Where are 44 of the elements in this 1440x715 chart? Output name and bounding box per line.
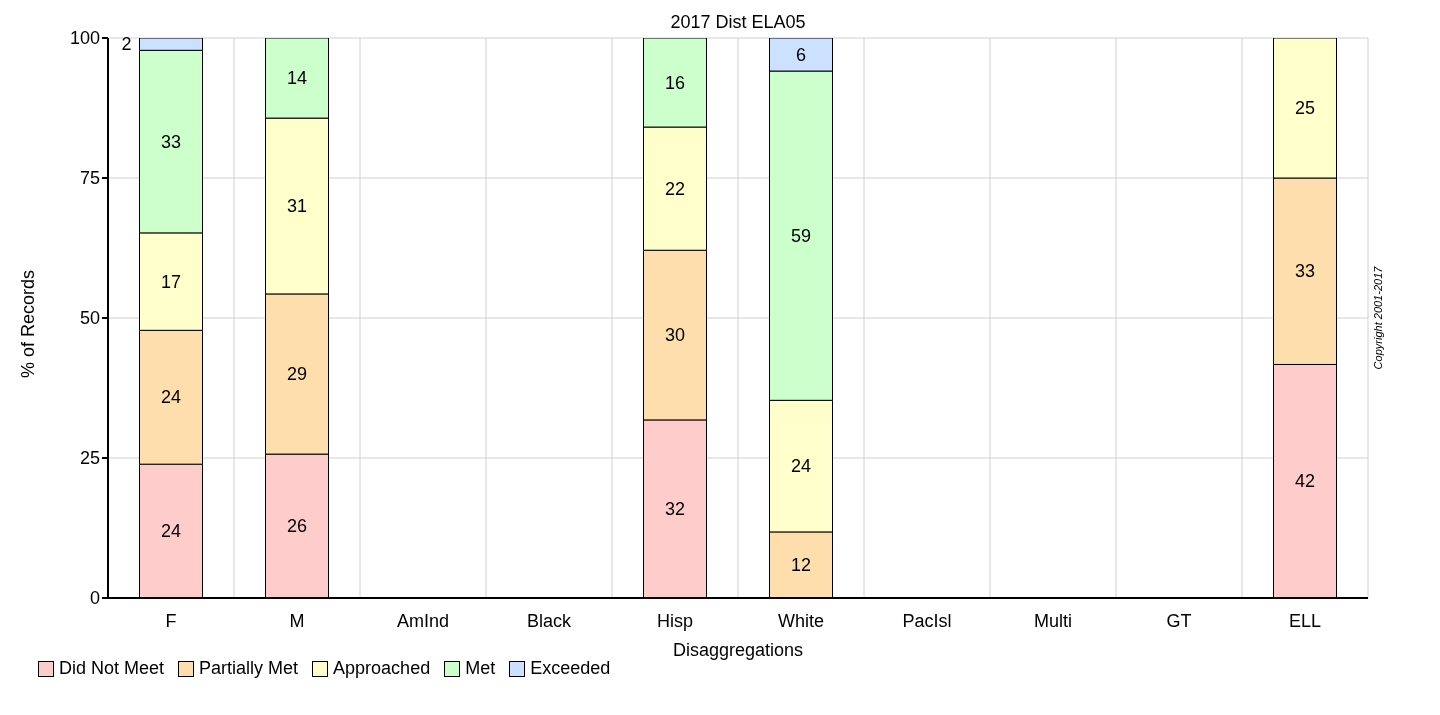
x-axis-title: Disaggregations <box>672 640 804 660</box>
chart-title: 2017 Dist ELA05 <box>669 12 807 33</box>
data-label: 32 <box>664 498 686 519</box>
x-tick-label: F <box>165 610 177 631</box>
data-label: 6 <box>795 44 807 65</box>
legend-label: Met <box>464 658 496 679</box>
x-tick-label: PacIsl <box>902 610 952 631</box>
data-label: 33 <box>160 131 182 152</box>
x-tick-label: Hisp <box>656 610 694 631</box>
data-label: 59 <box>790 225 812 246</box>
legend-label: Exceeded <box>529 658 611 679</box>
x-tick-label: GT <box>1166 610 1192 631</box>
data-label: 12 <box>790 554 812 575</box>
data-label: 24 <box>790 456 812 477</box>
data-label: 31 <box>286 196 308 216</box>
data-label: 2 <box>121 34 132 55</box>
data-label: 30 <box>664 325 686 346</box>
x-tick-label: AmInd <box>396 610 450 631</box>
legend-label: Partially Met <box>198 658 299 679</box>
data-label: 24 <box>160 521 182 542</box>
legend-label: Approached <box>332 658 431 679</box>
x-tick-label: Multi <box>1033 610 1073 631</box>
data-label: 16 <box>664 72 686 93</box>
data-label: 42 <box>1294 471 1316 492</box>
x-tick-label: White <box>777 610 825 631</box>
y-tick-label: 25 <box>79 448 100 469</box>
legend-label: Did Not Meet <box>58 658 165 679</box>
data-label: 22 <box>664 178 686 199</box>
data-label: 26 <box>286 516 308 537</box>
x-tick-label: ELL <box>1288 610 1322 631</box>
y-axis-title: % of Records <box>18 269 39 378</box>
y-tick-label: 100 <box>69 28 100 49</box>
data-label: 33 <box>1294 261 1316 282</box>
y-tick-label: 0 <box>89 588 100 609</box>
y-tick-label: 75 <box>79 168 100 189</box>
x-tick-label: Black <box>526 610 573 631</box>
y-tick-label: 50 <box>79 308 100 329</box>
data-label: 29 <box>286 364 308 384</box>
data-label: 17 <box>160 271 182 292</box>
data-label: 25 <box>1294 98 1316 118</box>
data-label: 14 <box>286 68 308 89</box>
data-label: 24 <box>160 387 182 408</box>
text: Copyright 2001-2017 <box>1372 266 1384 370</box>
x-tick-label: M <box>289 610 305 631</box>
